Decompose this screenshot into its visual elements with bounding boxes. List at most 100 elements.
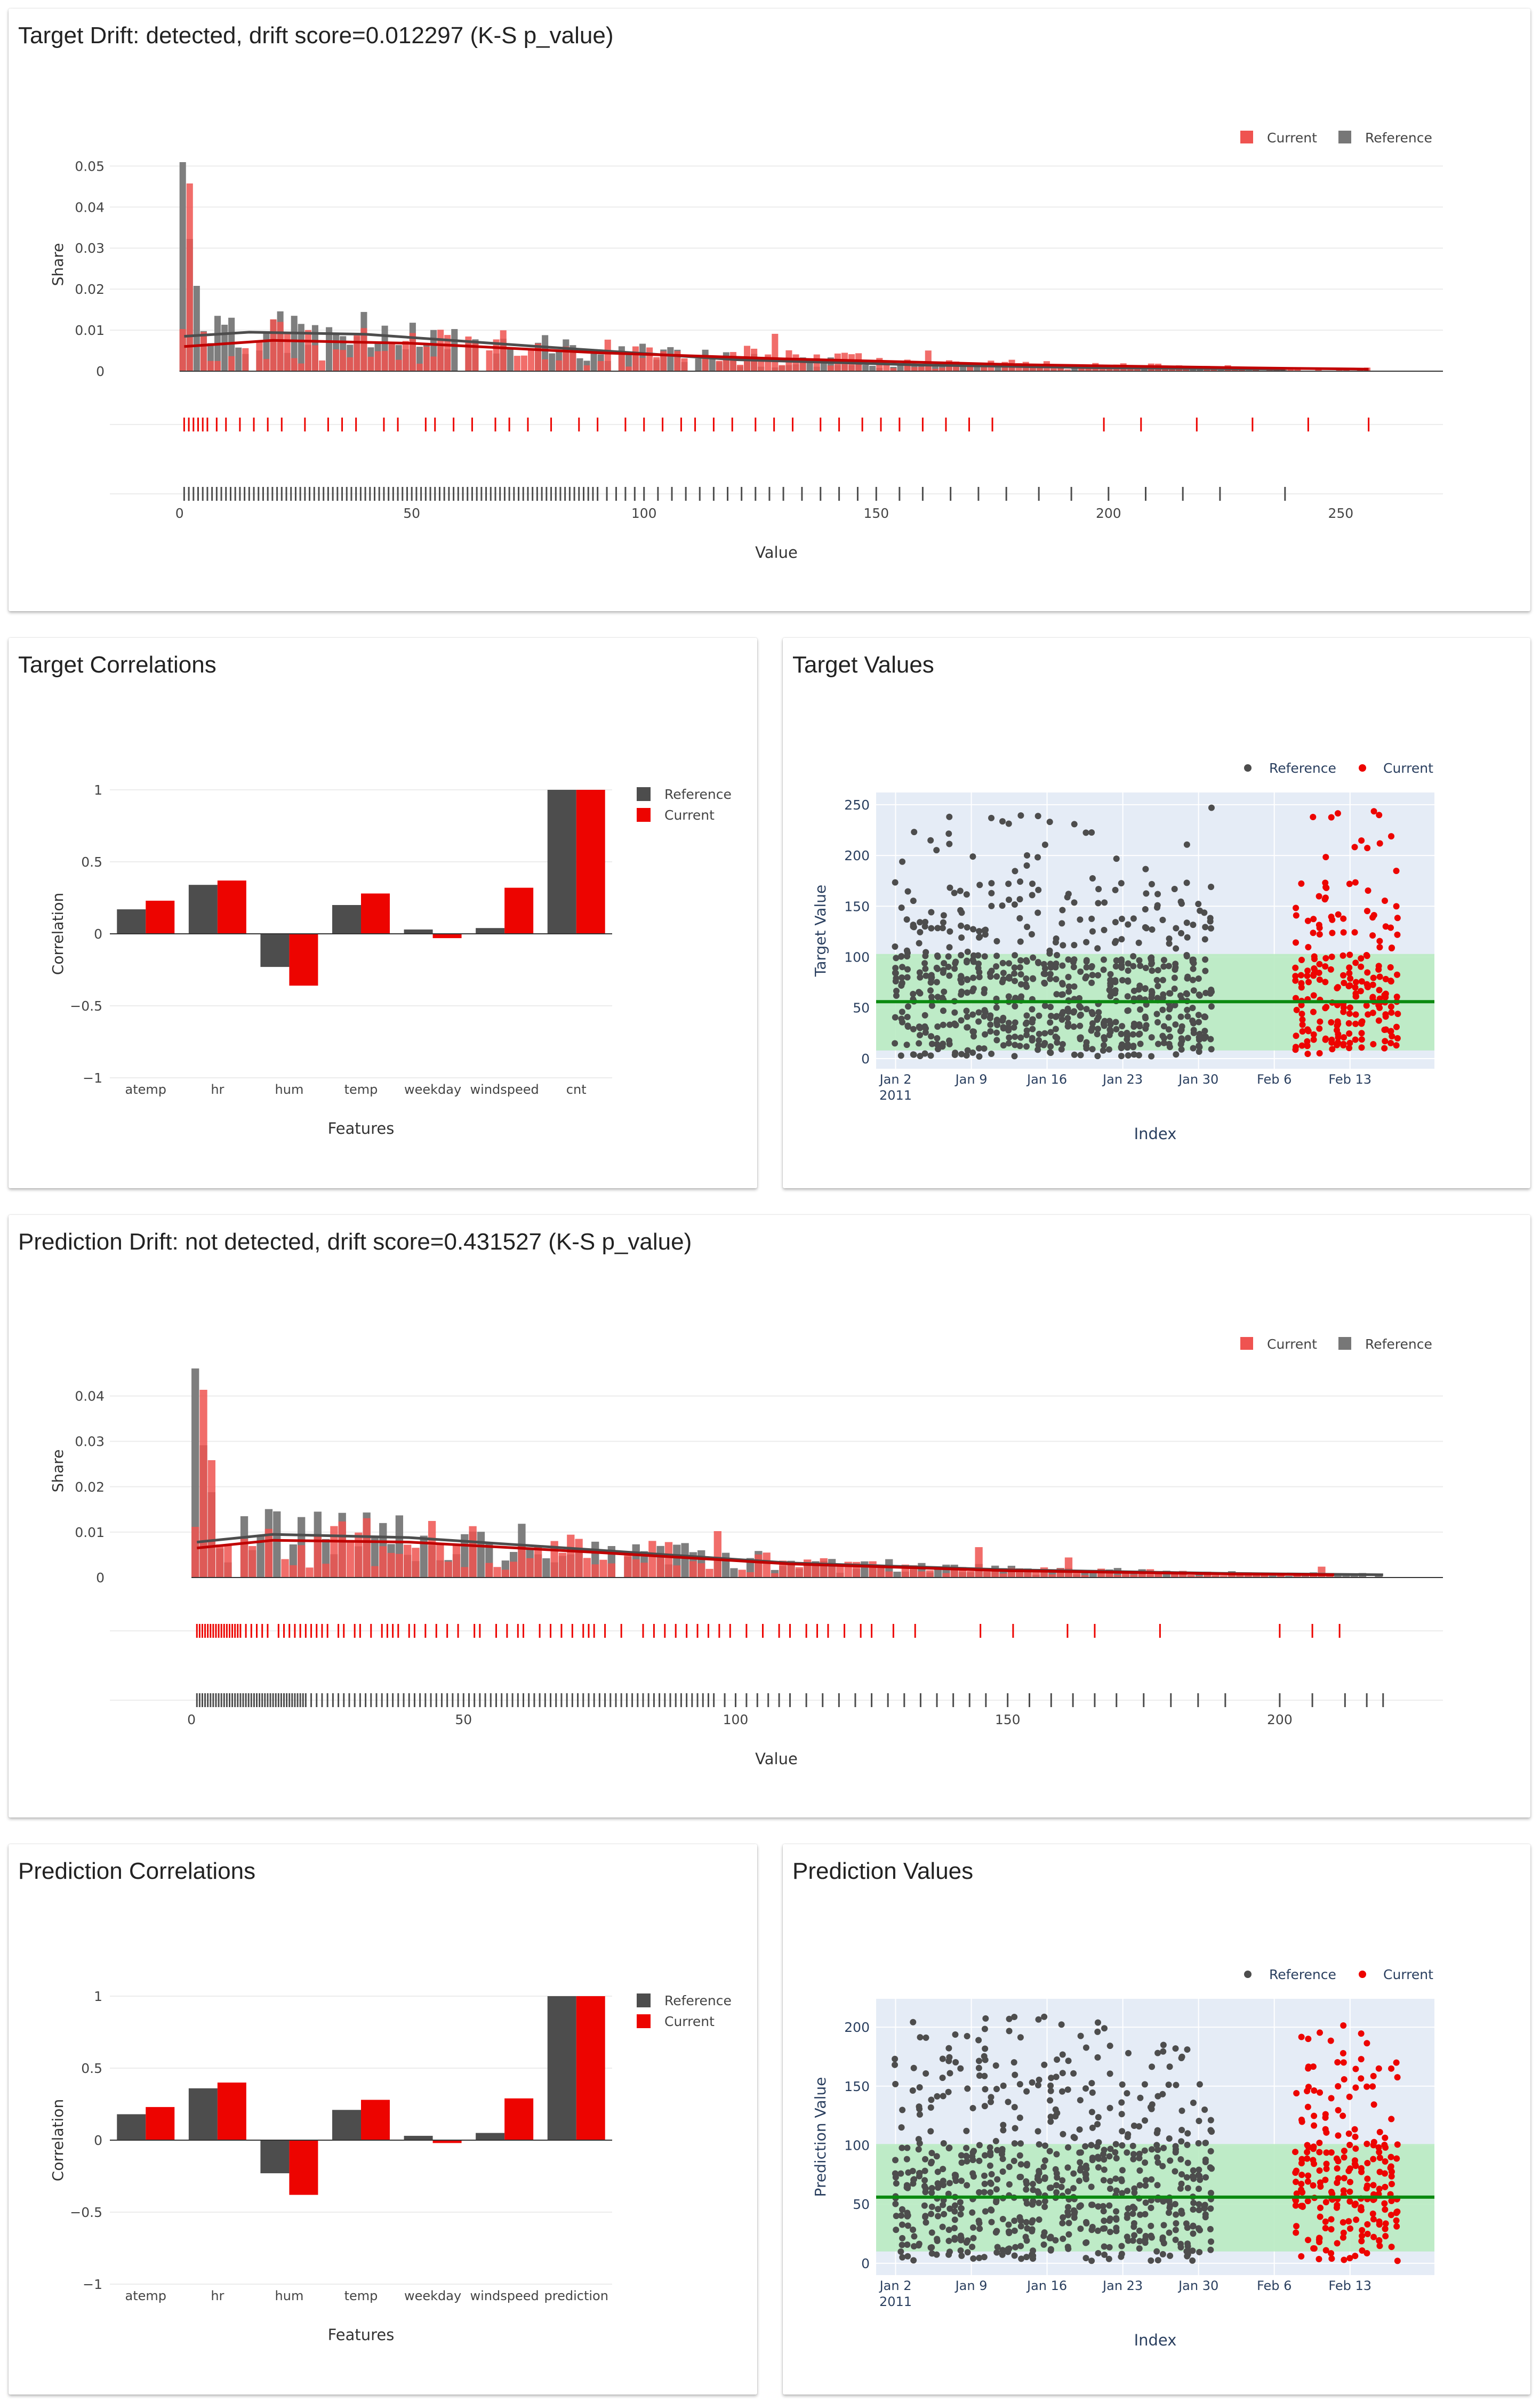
reference-histogram-bar — [1141, 369, 1148, 371]
reference-point — [1036, 2169, 1042, 2176]
target-correlations-panel: Target Correlations 1 0.5 0 −0.5 −1 atemp hr hu… — [9, 638, 757, 1188]
reference-bar — [332, 905, 361, 934]
current-point — [1382, 2134, 1389, 2141]
reference-point — [1148, 880, 1155, 887]
current-bar — [217, 2083, 246, 2140]
reference-point — [1040, 2163, 1047, 2170]
reference-point — [1178, 930, 1185, 936]
current-point — [1358, 2075, 1365, 2082]
reference-point — [1035, 886, 1042, 893]
current-point — [1387, 1028, 1394, 1035]
reference-point — [1131, 2232, 1138, 2239]
reference-point — [947, 884, 953, 891]
current-point — [1328, 2095, 1335, 2102]
reference-point — [1125, 977, 1132, 984]
reference-point — [993, 963, 1000, 970]
reference-point — [1089, 1011, 1096, 1018]
current-point — [1345, 2218, 1352, 2225]
current-point — [1341, 2076, 1348, 2083]
reference-point — [1034, 2081, 1041, 2088]
current-point — [1316, 924, 1323, 931]
reference-bar — [188, 2088, 218, 2140]
current-histogram-bar — [469, 1526, 477, 1578]
current-point — [1364, 2159, 1371, 2166]
reference-point — [1095, 1009, 1102, 1016]
reference-point — [1094, 1016, 1101, 1023]
reference-point — [1125, 2049, 1132, 2056]
reference-point — [1119, 2142, 1126, 2149]
reference-point — [964, 1047, 971, 1054]
reference-point — [1065, 2144, 1072, 2151]
reference-bar — [117, 2114, 146, 2140]
reference-point — [1059, 1041, 1066, 1048]
reference-point — [1142, 986, 1149, 992]
reference-point — [1017, 878, 1024, 885]
reference-point — [917, 919, 924, 926]
reference-point — [1165, 963, 1172, 970]
y-tick-label: −1 — [83, 2277, 102, 2292]
current-bar — [576, 790, 605, 934]
reference-point — [911, 829, 918, 836]
reference-point — [963, 2144, 970, 2151]
current-histogram-bar — [911, 367, 918, 371]
reference-point — [993, 973, 1000, 980]
reference-point — [911, 2176, 918, 2183]
x-tick-label: hr — [211, 1082, 224, 1097]
reference-point — [1142, 965, 1149, 972]
reference-point — [1041, 2061, 1048, 2068]
current-point — [1394, 1011, 1401, 1018]
current-histogram-bar — [501, 1570, 509, 1578]
reference-point — [1184, 2253, 1191, 2260]
current-point — [1346, 1030, 1353, 1037]
reference-point — [1006, 960, 1013, 967]
reference-point — [1106, 2229, 1113, 2236]
y-tick-label: 200 — [844, 2020, 870, 2035]
reference-point — [1106, 1026, 1113, 1033]
y-tick-label: 0 — [861, 1051, 870, 1067]
reference-point — [1184, 2046, 1191, 2053]
reference-point — [951, 1051, 958, 1058]
reference-point — [899, 974, 905, 981]
reference-point — [1190, 1029, 1197, 1036]
current-point — [1358, 1036, 1365, 1043]
current-point — [1292, 964, 1299, 971]
current-point — [1328, 2226, 1335, 2233]
reference-point — [916, 2140, 923, 2147]
reference-point — [1089, 928, 1096, 935]
current-point — [1346, 1045, 1353, 1052]
reference-point — [1167, 990, 1174, 997]
current-point — [1352, 2065, 1359, 2072]
reference-point — [940, 2093, 947, 2100]
current-point — [1298, 2253, 1305, 2260]
reference-point — [1112, 977, 1119, 984]
reference-point — [935, 2206, 942, 2213]
x-tick-label: Jan 16 — [1026, 1072, 1067, 1087]
reference-point — [939, 2055, 946, 2062]
current-histogram-bar — [304, 330, 311, 371]
current-histogram-bar — [330, 1526, 338, 1578]
current-point — [1305, 2036, 1312, 2043]
reference-point — [992, 2062, 999, 2069]
reference-point — [892, 2200, 899, 2207]
reference-point — [928, 2150, 935, 2157]
reference-histogram-bar — [681, 1543, 689, 1578]
current-histogram-bar — [664, 1542, 673, 1578]
reference-point — [1137, 1040, 1144, 1047]
current-point — [1387, 1003, 1394, 1010]
reference-point — [934, 1023, 941, 1030]
reference-point — [1064, 2086, 1071, 2093]
reference-point — [1036, 1012, 1042, 1019]
reference-point — [1005, 993, 1012, 1000]
reference-point — [976, 2157, 983, 2164]
reference-point — [1190, 922, 1197, 928]
reference-point — [1124, 1007, 1131, 1014]
reference-point — [1028, 2219, 1035, 2226]
legend-label: Current — [1383, 760, 1433, 776]
reference-point — [981, 2172, 988, 2179]
current-histogram-bar — [625, 366, 632, 371]
reference-point — [999, 2247, 1006, 2254]
reference-point — [923, 2034, 929, 2041]
current-histogram-bar — [746, 1572, 755, 1578]
reference-point — [904, 974, 911, 981]
